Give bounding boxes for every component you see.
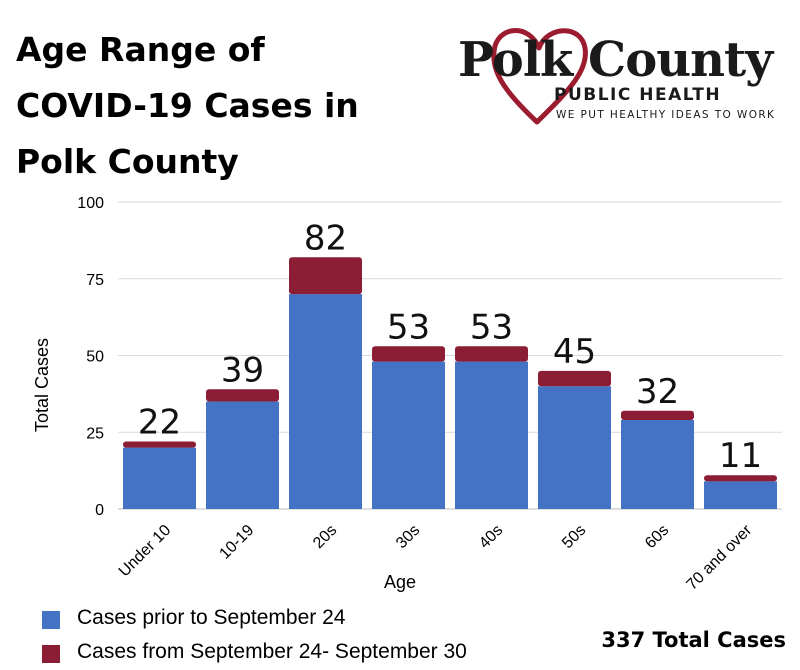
bar-total-label: 53 xyxy=(470,307,513,347)
x-tick-label: 70 and over xyxy=(684,521,756,593)
bar-total-label: 22 xyxy=(138,402,181,442)
bar-segment-new xyxy=(704,475,777,482)
bar-total-label: 53 xyxy=(387,307,430,347)
bar-segment-prior xyxy=(372,361,445,509)
x-tick-label: 60s xyxy=(642,522,672,552)
y-tick-label: 75 xyxy=(86,272,104,289)
x-tick-label: 50s xyxy=(559,522,589,552)
legend-swatch-prior xyxy=(42,611,60,629)
legend-swatch-new xyxy=(42,645,60,663)
logo-tagline: WE PUT HEALTHY IDEAS TO WORK xyxy=(556,109,776,121)
bar-total-label: 45 xyxy=(553,332,596,372)
bar-segment-prior xyxy=(538,386,611,509)
y-tick-label: 100 xyxy=(77,195,104,212)
x-tick-label: 40s xyxy=(476,522,506,552)
x-tick-label: Under 10 xyxy=(116,522,175,581)
polk-county-logo: Polk County PUBLIC HEALTH WE PUT HEALTHY… xyxy=(455,22,785,132)
bar-total-label: 32 xyxy=(636,372,679,412)
legend-label-prior: Cases prior to September 24 xyxy=(77,606,346,629)
x-tick-label: 20s xyxy=(310,522,340,552)
heart-logo-icon xyxy=(491,28,588,125)
bar-segment-prior xyxy=(289,294,362,509)
bar-segment-prior xyxy=(206,401,279,509)
x-axis-ticks: Under 10 10-19 20s 30s 40s 50s 60s 70 and over xyxy=(116,521,756,593)
y-tick-label: 25 xyxy=(86,425,104,442)
bar-segment-prior xyxy=(123,447,196,509)
bar-segment-new xyxy=(538,370,611,387)
legend-label-new: Cases from September 24- September 30 xyxy=(77,640,467,663)
x-tick-label: 10-19 xyxy=(216,522,257,563)
logo-wordmark: Polk County xyxy=(458,32,773,88)
bar-total-label: 39 xyxy=(221,350,264,390)
bar-segment-prior xyxy=(621,419,694,509)
bar-segment-new xyxy=(621,410,694,420)
y-tick-label: 0 xyxy=(95,502,104,519)
y-axis-label: Total Cases xyxy=(32,338,52,432)
chart-title-line: Polk County xyxy=(16,142,239,181)
x-tick-label: 30s xyxy=(393,522,423,552)
bar-segment-new xyxy=(206,389,279,402)
bar-segment-new xyxy=(123,441,196,448)
x-axis-label: Age xyxy=(384,572,416,592)
bar-segment-new xyxy=(455,346,528,362)
bar-segment-prior xyxy=(704,481,777,509)
logo-subtitle: PUBLIC HEALTH xyxy=(554,85,722,105)
bar-segment-prior xyxy=(455,361,528,509)
bar-segment-new xyxy=(289,257,362,295)
chart-title: Age Range of COVID-19 Cases in Polk Coun… xyxy=(16,22,416,190)
chart-title-line: COVID-19 Cases in xyxy=(16,86,359,125)
y-axis-ticks: 0 25 50 75 100 xyxy=(77,195,104,519)
bar-total-label: 82 xyxy=(304,218,347,258)
y-tick-label: 50 xyxy=(86,349,104,366)
total-cases-label: 337 Total Cases xyxy=(601,628,786,652)
bar-segment-new xyxy=(372,346,445,362)
bar-total-label: 11 xyxy=(719,436,762,476)
chart-title-line: Age Range of xyxy=(16,30,265,69)
chart-bars: 22 39 82 53 53 45 32 11 xyxy=(123,218,777,509)
stacked-bar-chart: 0 25 50 75 100 22 39 82 53 53 45 32 11 Under 10 10-1… xyxy=(32,195,782,594)
